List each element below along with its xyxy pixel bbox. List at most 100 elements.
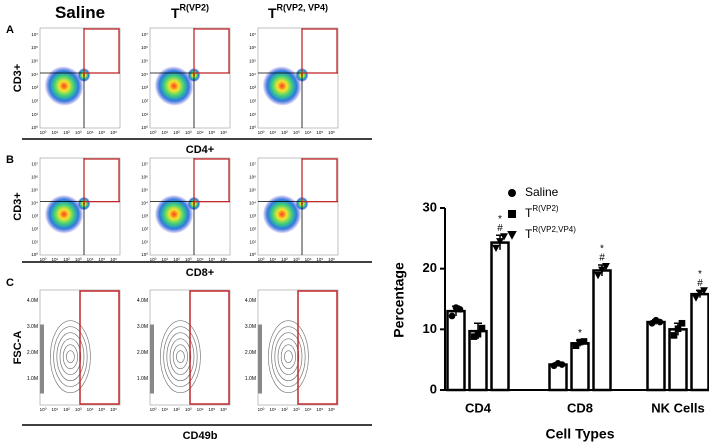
x-tick-label: 10³ <box>293 130 300 135</box>
panel-label: A <box>6 24 14 36</box>
x-tick-label: 10⁶ <box>220 130 227 135</box>
significance-mark: # <box>697 278 703 289</box>
x-tick-label: 10¹ <box>162 407 169 412</box>
point <box>492 244 500 252</box>
y-tick-label: 2.0M <box>245 350 256 356</box>
x-tick-label: 10⁵ <box>98 407 105 412</box>
plot-frame <box>39 157 121 256</box>
point <box>580 338 588 345</box>
x-tick-label: 10¹ <box>162 257 169 262</box>
panel-label: B <box>6 154 14 166</box>
y-tick-label: 10⁰ <box>249 252 256 257</box>
x-tick-label: 10³ <box>185 257 192 262</box>
column-title-sup: R(VP2) <box>180 3 210 13</box>
legend-label-sup: R(VP2,VP4) <box>532 225 576 234</box>
significance-mark: * <box>600 244 604 255</box>
x-tick-label: 10¹ <box>270 130 277 135</box>
x-tick-label: 10³ <box>293 407 300 412</box>
contour <box>268 320 309 394</box>
x-tick-label: 10² <box>63 257 70 262</box>
y-tick-label: 2.0M <box>27 350 38 356</box>
x-tick-label: 10⁵ <box>316 407 323 412</box>
y-tick-label: 10² <box>249 226 256 231</box>
point <box>696 289 704 297</box>
x-tick-label: 10⁰ <box>150 257 157 262</box>
contour <box>160 320 201 394</box>
x-tick-label: 10⁶ <box>110 130 117 135</box>
y-tick-label: 1.0M <box>27 376 38 382</box>
y-tick-label: 10⁴ <box>141 72 148 77</box>
x-tick-label: 10² <box>173 257 180 262</box>
x-tick-label: CD4 <box>465 400 492 415</box>
point <box>670 332 678 339</box>
y-tick-label: 10² <box>31 99 38 104</box>
contour <box>53 326 88 388</box>
x-tick-label: 10¹ <box>52 130 59 135</box>
point <box>602 262 610 271</box>
bar <box>490 241 510 392</box>
panel-label: C <box>6 277 14 289</box>
y-tick-label: 10⁴ <box>249 200 256 205</box>
x-tick-label: 10⁵ <box>208 407 215 412</box>
column-title-base: T <box>268 5 277 21</box>
x-tick-label: 10³ <box>75 407 82 412</box>
cell-cloud <box>154 194 194 234</box>
y-tick-label: 10⁴ <box>31 200 38 205</box>
point <box>576 338 584 346</box>
y-tick-label: 2.0M <box>137 350 148 356</box>
y-tick-label: 10⁴ <box>141 200 148 205</box>
cell-cloud <box>154 66 194 106</box>
bar <box>446 309 466 392</box>
x-tick-label: 10⁴ <box>197 407 204 412</box>
contour <box>50 320 91 394</box>
gate <box>193 28 230 74</box>
x-tick-label: 10⁵ <box>208 130 215 135</box>
point <box>474 330 482 338</box>
x-tick-label: 10⁵ <box>98 257 105 262</box>
cell-cloud <box>262 194 302 234</box>
column-title: TR(VP2, VP4) <box>268 3 328 21</box>
x-tick-label: 10⁶ <box>220 407 227 412</box>
x-tick-label: 10⁰ <box>150 130 157 135</box>
y-tick-label: 10 <box>423 321 437 336</box>
y-tick-label: 10⁶ <box>31 175 38 180</box>
significance-mark: * <box>698 269 702 280</box>
x-tick-label: 10² <box>281 257 288 262</box>
x-tick-label: 10⁴ <box>197 257 204 262</box>
legend-label-base: T <box>525 206 533 220</box>
contour <box>169 338 192 376</box>
contour <box>66 350 75 364</box>
y-tick-label: 10⁵ <box>249 188 256 193</box>
y-tick-label: 10⁶ <box>31 45 38 50</box>
y-tick-label: 10¹ <box>249 239 256 244</box>
gate <box>79 290 120 405</box>
x-tick-label: 10⁶ <box>328 257 335 262</box>
point <box>692 294 700 302</box>
y-tick-label: 4.0M <box>27 298 38 304</box>
x-tick-label: 10⁰ <box>258 130 265 135</box>
gate <box>83 158 120 203</box>
contour <box>280 344 296 370</box>
edge-events <box>40 324 44 394</box>
x-tick-label: 10⁶ <box>220 257 227 262</box>
y-tick-label: 10⁶ <box>141 175 148 180</box>
point <box>700 287 708 295</box>
column-title: Saline <box>55 3 105 22</box>
point <box>558 361 566 368</box>
y-tick-label: 4.0M <box>137 298 148 304</box>
x-tick-label: 10³ <box>185 130 192 135</box>
x-tick-label: 10² <box>281 130 288 135</box>
legend-label-sup: R(VP2) <box>532 204 559 213</box>
x-tick-label: 10⁰ <box>40 407 47 412</box>
x-tick-label: 10¹ <box>162 130 169 135</box>
y-tick-label: 10⁴ <box>31 72 38 77</box>
contour <box>166 332 195 382</box>
point <box>448 312 456 320</box>
y-tick-label: 10⁰ <box>249 125 256 130</box>
y-tick-label: 10⁵ <box>141 188 148 193</box>
point <box>500 233 508 241</box>
y-tick-label: 10⁰ <box>141 125 148 130</box>
contour <box>56 332 85 382</box>
column-title-base: T <box>171 5 180 21</box>
